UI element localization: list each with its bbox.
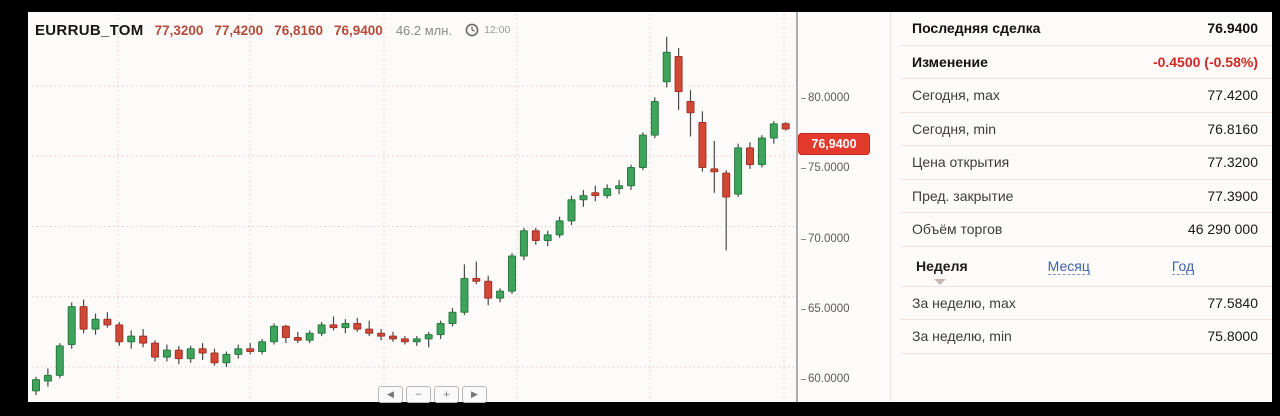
zoom-in-button[interactable]: +	[434, 386, 459, 403]
row-value: 76.8160	[1207, 120, 1258, 137]
tab-month[interactable]: Месяц	[1047, 257, 1090, 275]
row-label: Объём торгов	[912, 221, 1003, 238]
row-label: Последняя сделка	[912, 20, 1041, 37]
axis-tick-label: 70.0000	[801, 233, 878, 245]
pane-divider	[890, 12, 891, 402]
price-axis: 80.0000 75.0000 70.0000 65.0000 60.0000	[800, 12, 886, 402]
row-value: 46 290 000	[1187, 221, 1258, 238]
tab-week-label: Неделя	[916, 258, 968, 274]
terminal-content: EURRUB_TOM 77,3200 77,4200 76,8160 76,94…	[28, 12, 1272, 403]
last-price-tag: 76,9400	[798, 133, 870, 155]
chart-header: EURRUB_TOM 77,3200 77,4200 76,8160 76,94…	[35, 20, 510, 40]
quote-low: 76,8160	[274, 22, 324, 38]
scroll-right-button[interactable]: ▶	[462, 386, 487, 403]
tab-year[interactable]: Год	[1171, 257, 1195, 275]
row-value: 77.4200	[1207, 87, 1258, 104]
active-tab-notch	[934, 279, 946, 285]
axis-tick-label: 60.0000	[801, 373, 878, 385]
quote-time: 12:00	[484, 24, 511, 36]
row-value: 75.8000	[1207, 328, 1258, 345]
row-label: Изменение	[912, 53, 988, 70]
tab-week[interactable]: Неделя	[916, 258, 968, 285]
chart-pane: EURRUB_TOM 77,3200 77,4200 76,8160 76,94…	[28, 12, 888, 403]
row-label: Сегодня, min	[912, 120, 996, 137]
quote-row-prev-close: Пред. закрытие 77.3900	[900, 180, 1272, 213]
quote-row-today-min: Сегодня, min 76.8160	[900, 113, 1272, 146]
quote-row-week-min: За неделю, min 75.8000	[900, 320, 1272, 354]
quote-row-week-max: За неделю, max 77.5840	[900, 287, 1272, 320]
quote-row-change: Изменение -0.4500 (-0.58%)	[900, 46, 1272, 79]
quote-high: 77,4200	[214, 22, 264, 38]
zoom-out-button[interactable]: −	[406, 386, 431, 403]
axis-tick-label: 65.0000	[801, 303, 878, 315]
scroll-left-button[interactable]: ◀	[378, 386, 403, 403]
quote-open: 77,3200	[154, 22, 204, 38]
row-value: 77.5840	[1207, 294, 1258, 311]
row-value: 77.3900	[1207, 187, 1258, 204]
chart-nav: ◀ − + ▶	[378, 386, 487, 403]
axis-tick-label: 75.0000	[801, 162, 878, 174]
quote-last: 76,9400	[334, 22, 383, 38]
row-value-negative: -0.4500 (-0.58%)	[1152, 53, 1258, 70]
quote-row-volume: Объём торгов 46 290 000	[900, 213, 1272, 247]
period-tabs: Неделя Месяц Год	[900, 247, 1272, 287]
instrument-symbol: EURRUB_TOM	[35, 21, 144, 39]
quote-panel: Последняя сделка 76.9400 Изменение -0.45…	[900, 12, 1272, 402]
clock-icon	[465, 23, 479, 37]
quote-row-last-trade: Последняя сделка 76.9400	[900, 12, 1272, 46]
row-label: За неделю, min	[912, 328, 1012, 345]
row-label: За неделю, max	[912, 294, 1016, 311]
quote-row-open-price: Цена открытия 77.3200	[900, 146, 1272, 180]
candlestick-chart[interactable]	[30, 12, 800, 402]
row-value: 76.9400	[1207, 20, 1258, 37]
row-label: Сегодня, max	[912, 87, 1000, 104]
quote-row-today-max: Сегодня, max 77.4200	[900, 79, 1272, 113]
axis-tick-label: 80.0000	[801, 92, 878, 104]
row-value: 77.3200	[1207, 154, 1258, 171]
row-label: Цена открытия	[912, 154, 1010, 171]
row-label: Пред. закрытие	[912, 187, 1014, 204]
header-volume: 46.2 млн.	[395, 22, 453, 38]
